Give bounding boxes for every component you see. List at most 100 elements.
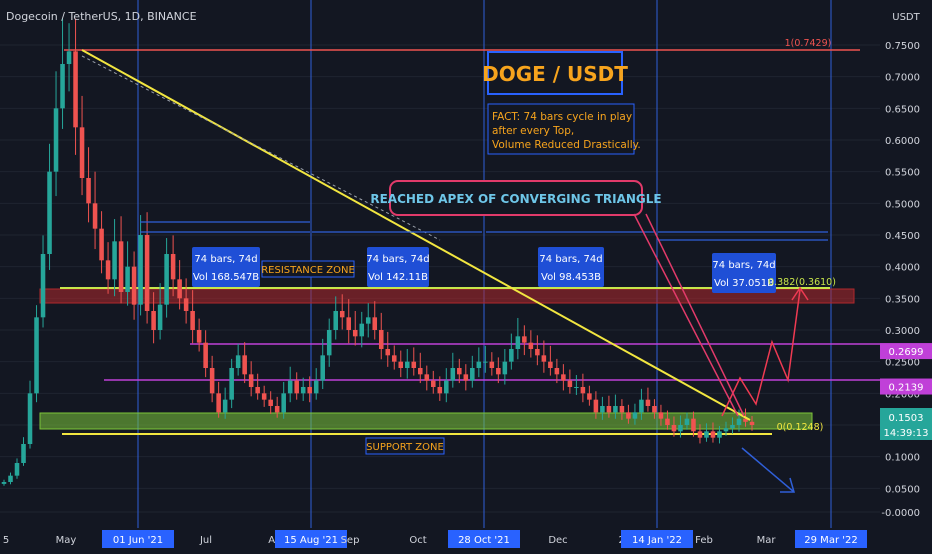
apex-callout-text: REACHED APEX OF CONVERGING TRIANGLE (370, 192, 661, 206)
x-tick-label: Dec (548, 535, 567, 546)
y-tick-label: 0.6000 (885, 136, 920, 147)
candle (183, 278, 189, 324)
candle (593, 391, 599, 419)
y-tick-label: 0.4500 (885, 231, 920, 242)
candle (274, 396, 280, 418)
candle (691, 411, 696, 437)
candle (248, 361, 254, 397)
candle (313, 368, 319, 400)
candle (424, 365, 430, 391)
candle (535, 335, 540, 366)
candle (131, 251, 137, 320)
candle (645, 387, 651, 412)
candle (509, 333, 514, 370)
x-tick-label: 01 Jun '21 (113, 535, 163, 546)
y-tick-label: 0.4000 (885, 263, 920, 274)
candle (730, 417, 735, 434)
candle (222, 387, 228, 419)
fib-0-label: 0(0.1248) (777, 422, 824, 433)
candle (684, 412, 690, 430)
x-tick-highlight (102, 530, 174, 548)
x-tick-label: Feb (695, 535, 713, 546)
candle (606, 395, 612, 418)
cycle-box-3: 74 bars, 74d Vol 98.453B (538, 247, 604, 287)
candle (411, 347, 417, 376)
candle (671, 416, 677, 437)
candle (437, 376, 443, 401)
title-text: DOGE / USDT (482, 62, 628, 86)
candle (398, 350, 404, 378)
resistance-zone-label: RESISTANCE ZONE (261, 265, 355, 276)
candle (105, 242, 111, 294)
support-label-box (365, 437, 445, 455)
cycle-4-bars: 74 bars, 74d (712, 260, 775, 271)
candle (255, 373, 260, 400)
candle (216, 381, 221, 418)
candle (457, 358, 462, 384)
x-tick-label: Sep (341, 535, 360, 546)
candle (710, 422, 716, 443)
candles-group (1, 18, 755, 486)
candle (339, 294, 345, 330)
x-tick-highlight (448, 530, 520, 548)
candle (470, 355, 475, 388)
candle (489, 352, 495, 376)
candle (574, 375, 579, 395)
candle (600, 396, 605, 420)
price-axis: 0.7500 0.7000 0.6500 0.6000 0.5500 0.5000 0.45… (880, 0, 932, 550)
x-tick-highlight (795, 530, 867, 548)
candle (261, 385, 267, 407)
cycle-box-4: 74 bars, 74d Vol 37.051B (712, 253, 776, 293)
fact-line-3: Volume Reduced Drastically. (492, 139, 641, 151)
candle (118, 216, 124, 304)
candle (1, 479, 7, 486)
fact-line-1: FACT: 74 bars cycle in play (492, 111, 632, 123)
candle (418, 352, 423, 384)
title-box (487, 51, 623, 95)
candle (21, 437, 26, 466)
candle (554, 358, 560, 384)
candle (404, 349, 410, 379)
cycle-box-1: 74 bars, 74d Vol 168.547B (192, 247, 260, 287)
candle (196, 318, 202, 352)
apex-callout-box (389, 180, 643, 216)
symbol-header: Dogecoin / TetherUS, 1D, BINANCE (6, 10, 197, 23)
candle (567, 369, 573, 394)
candle (652, 399, 657, 419)
cycle-1-vol: Vol 168.547B (193, 272, 259, 283)
x-tick-label: Jul (199, 535, 212, 546)
y-tick-label: -0.0000 (881, 508, 920, 519)
candle (626, 404, 631, 424)
fib-0382-label: 0.382(0.3610) (768, 277, 836, 288)
y-tick-label: 0.3000 (885, 326, 920, 337)
fib-1-label: 1(0.7429) (785, 38, 832, 49)
y-tick-label: 0.5500 (885, 168, 920, 179)
candle (587, 385, 592, 406)
x-tick-label: 29 Mar '22 (804, 535, 857, 546)
x-tick-label: May (56, 535, 77, 546)
candle (53, 71, 59, 197)
candle (704, 423, 709, 442)
candle (528, 330, 534, 358)
y-tick-label: 0.7000 (885, 73, 920, 84)
fact-box (487, 103, 635, 155)
cycle-3-vol: Vol 98.453B (541, 272, 601, 283)
candle (14, 458, 20, 479)
candle (658, 404, 664, 426)
apex-pointer-1 (633, 213, 739, 417)
candle (580, 373, 586, 403)
last-price-tag (880, 408, 932, 440)
candle (749, 415, 755, 431)
candle (34, 305, 39, 403)
candle (502, 349, 508, 385)
projection-arrowhead (791, 286, 809, 301)
candle (190, 290, 195, 344)
candle (352, 311, 358, 346)
price-tag-label: 0.2699 (889, 347, 924, 358)
candle (326, 318, 332, 367)
x-tick-label: 15 Aug '21 (284, 535, 338, 546)
candle (40, 235, 46, 328)
